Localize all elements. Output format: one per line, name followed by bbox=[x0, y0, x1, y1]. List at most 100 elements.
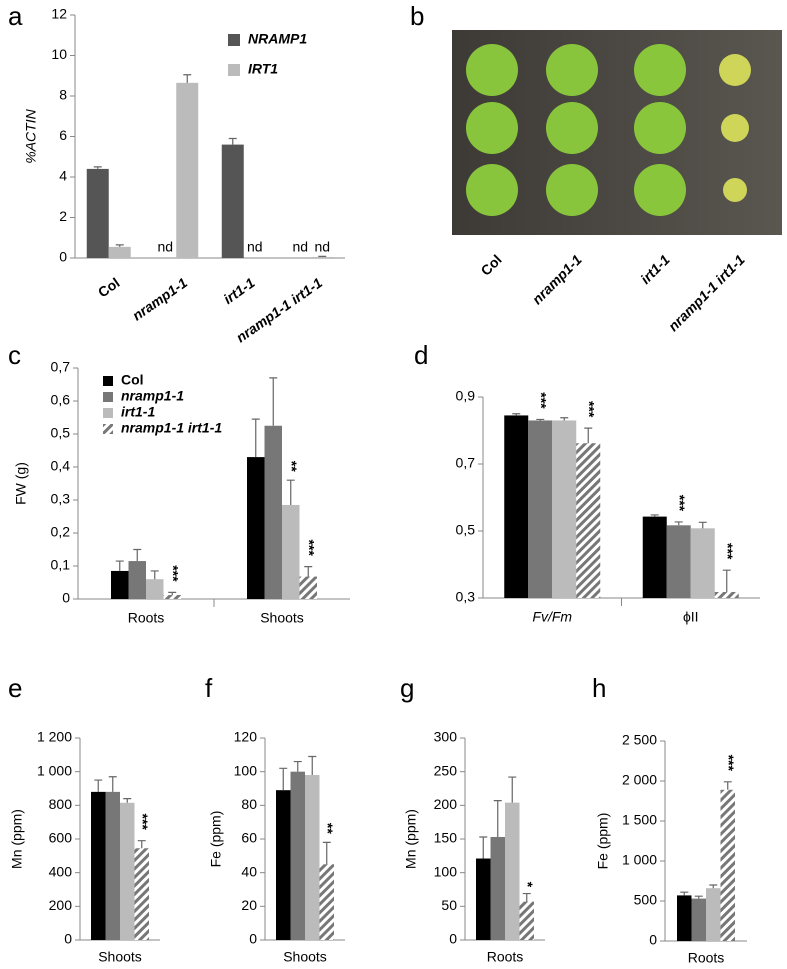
category-label: Shoots bbox=[283, 949, 327, 965]
bar bbox=[519, 901, 534, 940]
y-tick-label: 8 bbox=[59, 87, 67, 103]
y-axis-label: FW (g) bbox=[13, 462, 29, 505]
bar bbox=[505, 802, 520, 940]
category-label: nramp1-1 bbox=[129, 274, 190, 323]
error-bar bbox=[293, 760, 302, 772]
y-tick-label: 80 bbox=[241, 796, 257, 812]
y-tick-label: 400 bbox=[49, 863, 73, 879]
plant bbox=[723, 178, 747, 202]
y-tick-label: 1 500 bbox=[622, 812, 657, 828]
error-bar bbox=[508, 776, 517, 803]
category-label: nramp1-1 irt1-1 bbox=[665, 251, 748, 334]
y-tick-label: 1 200 bbox=[37, 729, 72, 745]
panel-letter: d bbox=[414, 340, 428, 370]
bar bbox=[666, 525, 691, 598]
panel-letter: g bbox=[400, 673, 414, 703]
y-tick-label: 0 bbox=[249, 931, 257, 947]
y-tick-label: 250 bbox=[434, 762, 458, 778]
legend-swatch bbox=[228, 34, 240, 46]
legend-label: irt1-1 bbox=[121, 404, 155, 420]
y-tick-label: 2 000 bbox=[622, 772, 657, 788]
error-bar bbox=[150, 570, 159, 580]
plant bbox=[721, 114, 749, 142]
bar bbox=[714, 591, 739, 598]
category-label: Roots bbox=[128, 610, 165, 626]
significance: ** bbox=[320, 823, 336, 834]
bar bbox=[319, 864, 334, 940]
significance: *** bbox=[534, 392, 550, 409]
value-label: nd bbox=[157, 239, 173, 255]
plant bbox=[634, 44, 686, 96]
category-label: Col bbox=[95, 274, 123, 300]
significance: *** bbox=[672, 495, 688, 512]
bar bbox=[86, 168, 109, 258]
error-bar bbox=[680, 891, 689, 896]
significance: *** bbox=[721, 755, 737, 772]
y-axis-label: %ACTIN bbox=[23, 108, 39, 163]
error-bar bbox=[115, 560, 124, 571]
panel-letter: e bbox=[8, 673, 22, 703]
bar bbox=[134, 848, 149, 940]
significance: *** bbox=[582, 401, 598, 418]
y-tick-label: 200 bbox=[49, 897, 73, 913]
error-bar bbox=[133, 548, 142, 562]
y-tick-label: 150 bbox=[434, 830, 458, 846]
plant bbox=[546, 102, 598, 154]
y-tick-label: 1 000 bbox=[622, 852, 657, 868]
category-label: Roots bbox=[487, 949, 524, 965]
error-bar bbox=[183, 74, 192, 83]
value-label: nd bbox=[247, 239, 263, 255]
y-tick-label: 4 bbox=[59, 168, 67, 184]
panel-letter: h bbox=[592, 673, 606, 703]
legend-swatch bbox=[103, 392, 113, 402]
bar bbox=[299, 576, 317, 599]
y-tick-label: 6 bbox=[59, 127, 67, 143]
plant bbox=[466, 102, 518, 154]
significance: * bbox=[520, 882, 536, 888]
y-tick-label: 0,7 bbox=[51, 359, 71, 375]
legend-swatch bbox=[103, 424, 113, 434]
bar bbox=[176, 82, 199, 259]
error-bar bbox=[694, 895, 703, 899]
panel-letter: f bbox=[205, 673, 213, 703]
significance: *** bbox=[135, 814, 151, 831]
error-bar bbox=[493, 800, 502, 837]
value-label: nd bbox=[292, 239, 308, 255]
error-bar bbox=[168, 591, 177, 596]
y-tick-label: 40 bbox=[241, 863, 257, 879]
bar bbox=[311, 256, 334, 258]
y-tick-label: 100 bbox=[434, 863, 458, 879]
bar bbox=[120, 802, 135, 940]
significance: *** bbox=[720, 543, 736, 560]
bar bbox=[642, 516, 667, 598]
bar bbox=[105, 791, 120, 940]
bar bbox=[128, 561, 146, 599]
legend-label: nramp1-1 bbox=[121, 388, 184, 404]
error-bar bbox=[123, 798, 132, 803]
bar bbox=[146, 579, 164, 599]
y-axis-label: Mn (ppm) bbox=[9, 809, 25, 869]
error-bar bbox=[115, 244, 124, 247]
plant bbox=[546, 164, 598, 216]
bar bbox=[576, 443, 601, 598]
category-label: nramp1-1 bbox=[529, 251, 585, 307]
y-tick-label: 10 bbox=[51, 46, 67, 62]
category-label: Shoots bbox=[98, 949, 142, 965]
bar bbox=[504, 415, 529, 598]
y-tick-label: 120 bbox=[234, 729, 258, 745]
y-tick-label: 0 bbox=[59, 249, 67, 265]
bar bbox=[163, 595, 181, 599]
legend-label: nramp1-1 irt1-1 bbox=[121, 420, 222, 436]
error-bar bbox=[251, 418, 260, 458]
bar bbox=[677, 895, 692, 941]
error-bar bbox=[308, 755, 317, 776]
error-bar bbox=[94, 779, 103, 792]
y-tick-label: 300 bbox=[434, 729, 458, 745]
y-tick-label: 20 bbox=[241, 897, 257, 913]
legend-label: NRAMP1 bbox=[248, 31, 307, 47]
legend-label: IRT1 bbox=[248, 61, 278, 77]
error-bar bbox=[479, 836, 488, 859]
plant bbox=[634, 102, 686, 154]
y-tick-label: 0,3 bbox=[51, 491, 71, 507]
